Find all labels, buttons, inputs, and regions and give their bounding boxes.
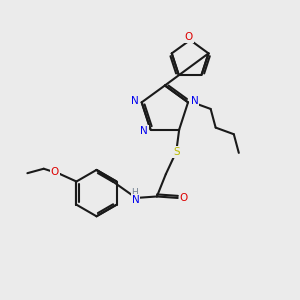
Text: N: N xyxy=(132,195,140,205)
Text: O: O xyxy=(51,167,59,177)
Text: H: H xyxy=(131,188,138,197)
Text: N: N xyxy=(131,96,139,106)
Text: S: S xyxy=(173,147,179,157)
Text: O: O xyxy=(184,32,193,42)
Text: N: N xyxy=(191,96,199,106)
Text: O: O xyxy=(179,193,188,203)
Text: N: N xyxy=(140,126,148,136)
